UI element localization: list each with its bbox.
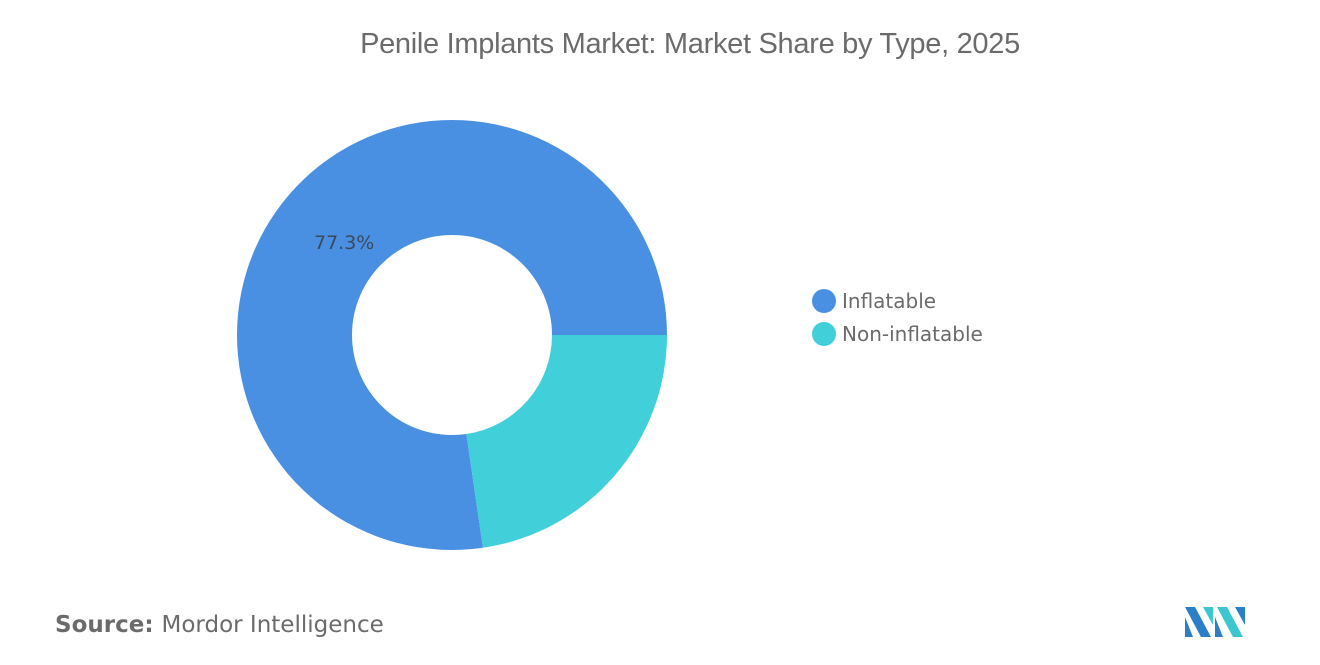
legend-label: Non-inflatable xyxy=(842,321,983,346)
slice-non-inflatable xyxy=(466,335,667,548)
legend-item-non-inflatable: Non-inflatable xyxy=(812,317,983,350)
legend-label: Inflatable xyxy=(842,288,937,313)
source-value: Mordor Intelligence xyxy=(161,612,384,638)
source-note: Source: Mordor Intelligence xyxy=(55,612,384,638)
legend-swatch-icon xyxy=(812,321,836,346)
source-key: Source: xyxy=(55,612,154,638)
legend-item-inflatable: Inflatable xyxy=(812,284,983,317)
slice-inflatable xyxy=(237,119,668,550)
inflatable-share-label: 77.3% xyxy=(314,232,374,254)
legend-swatch-icon xyxy=(812,288,836,313)
mordor-intelligence-logo-icon xyxy=(1185,607,1245,637)
legend: Inflatable Non-inflatable xyxy=(812,284,983,350)
chart-title: Penile Implants Market: Market Share by … xyxy=(360,28,1020,60)
